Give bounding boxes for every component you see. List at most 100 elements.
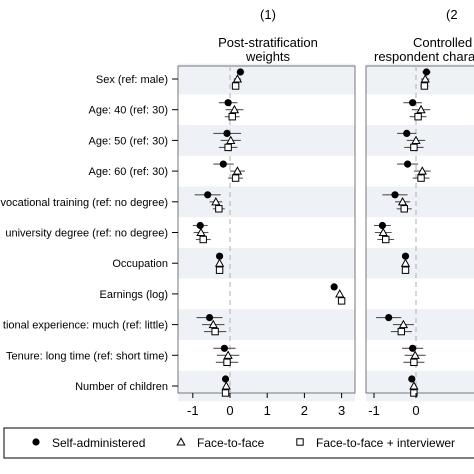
legend-label: Face-to-face	[197, 436, 265, 450]
x-tick-label: -1	[187, 403, 199, 418]
coef-point-circle	[220, 344, 229, 352]
row-band	[366, 309, 474, 340]
legend-label: Self-administered	[52, 436, 145, 450]
coef-point-square	[397, 327, 406, 336]
row-labels: Sex (ref: male) Age: 40 (ref: 30) Age: 50 …	[0, 74, 178, 393]
legend: Self-administered Face-to-face Face-to-fac…	[3, 427, 474, 459]
legend-label: Face-to-face + interviewer	[316, 436, 455, 450]
coef-point-square	[410, 143, 418, 152]
x-axis-ticks: -1 0 1 2 3 -1 0	[187, 393, 420, 418]
x-tick-label: 0	[412, 403, 419, 418]
x-tick-label: 0	[226, 403, 233, 418]
panel-frames	[177, 65, 474, 394]
coef-point-square	[410, 389, 418, 397]
coef-point-square	[382, 235, 390, 244]
panel2-number: (2	[446, 7, 458, 22]
coef-point-circle	[401, 252, 410, 260]
coef-point-triangle	[208, 319, 218, 329]
coef-point-triangle	[335, 289, 345, 298]
legend-marker-circle	[32, 438, 40, 446]
coef-point-triangle	[232, 166, 243, 175]
coef-point-triangle	[223, 350, 233, 359]
coef-point-circle	[330, 283, 338, 291]
row-label: Age: 40 (ref: 30)	[89, 105, 169, 117]
coef-point-circle	[385, 314, 393, 322]
panel-frame	[177, 65, 356, 394]
row-band	[178, 63, 355, 95]
coef-point-triangle	[196, 227, 206, 237]
coef-point-triangle	[378, 227, 388, 237]
coef-point-square	[337, 297, 346, 305]
panel2-title-line1: Controlled	[413, 35, 472, 50]
coef-point-square	[224, 143, 232, 152]
coef-point-square	[410, 358, 418, 367]
row-label: Number of children	[75, 381, 168, 393]
coef-point-triangle	[226, 135, 236, 144]
coef-point-circle	[223, 129, 231, 137]
row-band	[366, 186, 474, 218]
coef-point-square	[221, 389, 230, 397]
x-tick-label: 1	[264, 403, 271, 418]
coef-point-circle	[409, 344, 417, 352]
coef-point-triangle	[214, 258, 225, 267]
coef-point-square	[215, 266, 224, 274]
row-label: Occupation	[112, 258, 168, 270]
coef-point-circle	[219, 160, 227, 168]
coef-point-triangle	[417, 166, 427, 175]
coef-point-triangle	[411, 135, 421, 144]
row-band	[366, 63, 474, 95]
panel1-number: (1)	[260, 7, 276, 22]
coef-point-triangle	[397, 196, 408, 206]
coef-point-circle	[236, 68, 245, 76]
row-label: university degree (ref: no degree)	[5, 228, 168, 240]
row-band	[178, 370, 355, 402]
coef-point-circle	[404, 160, 412, 168]
x-tick-label: 3	[338, 403, 345, 418]
row-label: Sex (ref: male)	[96, 74, 168, 86]
coef-point-square	[231, 174, 240, 182]
x-tick-label: 2	[301, 403, 308, 418]
legend-marker-square	[296, 438, 304, 446]
legend-marker-triangle	[176, 437, 186, 446]
panel1-title-line1: Post-stratification	[218, 35, 318, 50]
row-band	[366, 370, 474, 402]
coefficient-marks	[192, 68, 431, 397]
coef-point-triangle	[409, 381, 419, 390]
coef-point-triangle	[398, 319, 409, 329]
coef-point-triangle	[420, 74, 430, 83]
panel2-title-line2: respondent chara	[374, 49, 474, 64]
coef-point-square	[420, 82, 429, 90]
coef-point-circle	[422, 68, 431, 76]
row-band	[178, 125, 355, 156]
coef-point-circle	[221, 375, 230, 383]
coef-point-circle	[205, 314, 214, 322]
coef-point-triangle	[229, 104, 240, 114]
coef-point-square	[215, 205, 223, 213]
coef-point-triangle	[221, 381, 231, 390]
coef-point-triangle	[410, 350, 420, 359]
row-band	[178, 247, 355, 279]
row-label: Tenure: long time (ref: short time)	[6, 350, 168, 362]
row-band	[366, 247, 474, 279]
coef-point-triangle	[232, 74, 243, 83]
coef-point-square	[228, 113, 236, 121]
coef-point-triangle	[400, 258, 411, 267]
row-band	[178, 186, 355, 218]
x-tick-label: -1	[368, 403, 380, 418]
coef-point-circle	[391, 191, 399, 199]
row-label: Earnings (log)	[100, 289, 168, 301]
panel1-title-line2: weights	[245, 49, 291, 64]
coef-point-circle	[204, 191, 212, 199]
coef-point-circle	[403, 129, 411, 137]
coef-point-square	[231, 82, 240, 90]
coef-point-square	[223, 358, 231, 367]
row-label: Age: 60 (ref: 30)	[89, 166, 169, 178]
coef-point-circle	[196, 221, 204, 230]
coef-point-circle	[408, 375, 416, 383]
panel-frame	[365, 65, 474, 394]
coef-point-square	[199, 235, 207, 244]
legend-box	[3, 427, 474, 459]
coef-point-triangle	[211, 196, 221, 206]
coef-point-circle	[224, 99, 232, 107]
